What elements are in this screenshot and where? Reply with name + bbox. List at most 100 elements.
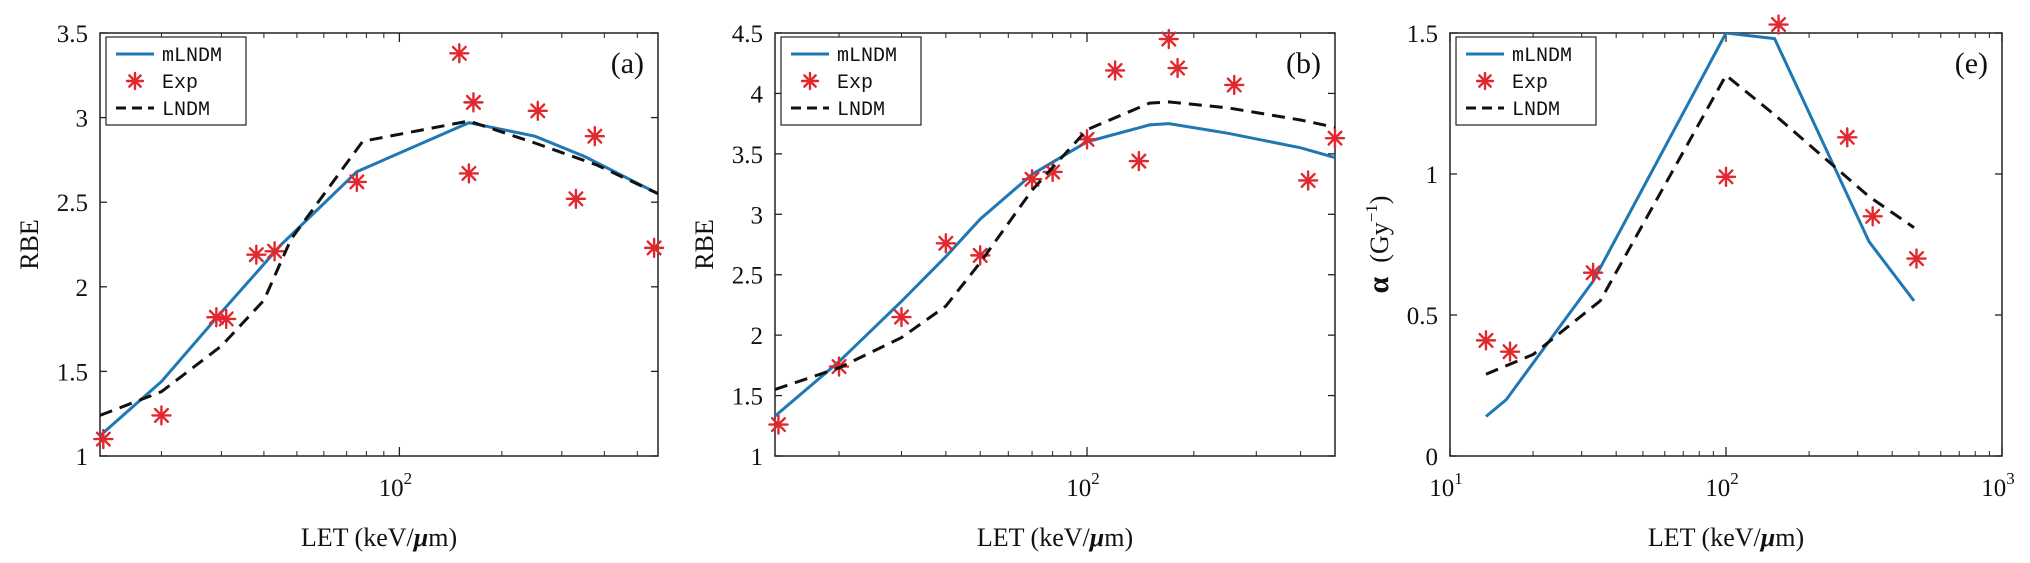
x-axis-label-mu: μ (412, 523, 428, 552)
exp-point (246, 244, 267, 265)
lndm-line (1485, 73, 1915, 376)
legend: mLNDM Exp LNDM (105, 36, 247, 126)
y-tick-label: 1.5 (732, 384, 763, 411)
legend: mLNDM Exp LNDM (780, 36, 922, 126)
mlndm-line (775, 122, 1335, 418)
exp-point (1837, 127, 1858, 148)
x-axis-label-text: LET (keV/ (977, 523, 1091, 552)
legend-label: mLNDM (1512, 45, 1572, 68)
x-axis-label-mu: μ (1759, 523, 1775, 552)
axes-box (774, 32, 1336, 457)
legend-swatch-exp (800, 71, 820, 91)
exp-point (1158, 28, 1179, 50)
legend: mLNDM Exp LNDM (1455, 36, 1597, 126)
x-axis-label-mu: μ (1088, 523, 1104, 552)
y-axis-label-unit: (Gy (1365, 222, 1394, 262)
exp-markers (93, 43, 665, 450)
exp-point (151, 405, 172, 426)
y-tick-label: 1 (1426, 162, 1439, 189)
x-axis-label-unit: m) (428, 523, 457, 552)
exp-point (584, 126, 606, 147)
y-tick-label: 3 (76, 106, 89, 133)
exp-point (970, 245, 991, 266)
exp-point (1862, 206, 1883, 227)
legend-label: Exp (837, 72, 873, 95)
exp-point (1224, 74, 1245, 96)
y-tick-label: 2 (76, 275, 89, 302)
x-axis-label-unit: m) (1775, 523, 1804, 552)
y-axis-label: RBE (15, 219, 44, 270)
y-tick-label: 2 (751, 323, 764, 350)
y-tick-label: 3.5 (732, 142, 763, 169)
exp-point (565, 188, 587, 210)
legend-label: mLNDM (162, 45, 222, 68)
y-tick-label: 2.5 (732, 263, 763, 290)
exp-point (1768, 14, 1789, 35)
legend-label: LNDM (837, 99, 885, 122)
x-tick-label: 102 (1066, 469, 1100, 502)
x-tick-exponent: 2 (1730, 469, 1739, 488)
legend-label: mLNDM (837, 45, 897, 68)
exp-point (1104, 60, 1126, 81)
x-tick-exponent: 2 (404, 469, 413, 488)
y-tick-label: 0.5 (1407, 303, 1438, 330)
y-tick-label: 1.5 (1407, 21, 1438, 48)
exp-point (1475, 330, 1497, 351)
exp-point (643, 237, 665, 259)
y-tick-label: 4 (751, 81, 764, 108)
exp-point (768, 414, 789, 435)
x-axis-label-text: LET (keV/ (1648, 523, 1762, 552)
mlndm-line (1485, 33, 1916, 418)
legend-label: Exp (1512, 72, 1548, 95)
legend-label: LNDM (162, 99, 210, 122)
x-tick-label: 102 (379, 469, 413, 502)
panel-tag: (a) (611, 47, 644, 80)
exp-point (1582, 262, 1604, 283)
exp-point (93, 428, 114, 450)
y-tick-label: 3.5 (57, 21, 88, 48)
y-axis-label-exponent: −1 (1362, 204, 1381, 222)
panel-tag: (e) (1955, 47, 1988, 80)
exp-point (264, 241, 285, 262)
exp-point (1324, 127, 1346, 149)
x-tick-base: 10 (1705, 475, 1730, 502)
exp-point (1167, 57, 1188, 79)
exp-point (463, 92, 484, 113)
mlndm-line (100, 121, 658, 437)
exp-point (346, 171, 368, 193)
x-axis-label: LET (keV/μm) (301, 523, 457, 552)
exp-point (1715, 166, 1737, 188)
x-tick-exponent: 3 (2006, 469, 2015, 488)
exp-point (891, 306, 912, 328)
x-axis-label-text: LET (keV/ (301, 523, 415, 552)
x-tick-base: 10 (379, 475, 404, 502)
y-tick-label: 0 (1426, 444, 1439, 471)
exp-point (1297, 170, 1319, 191)
y-tick-label: 1 (751, 444, 764, 471)
y-tick-label: 3 (751, 202, 764, 229)
y-axis-label: α (Gy−1) (1362, 196, 1395, 294)
x-tick-base: 10 (1429, 475, 1454, 502)
x-axis-label-unit: m) (1104, 523, 1133, 552)
y-axis-label-alpha: α (1362, 276, 1395, 293)
x-axis-label: LET (keV/μm) (1648, 523, 1804, 552)
x-axis-label: LET (keV/μm) (977, 523, 1133, 552)
exp-markers (1475, 14, 1927, 362)
lndm-line (100, 119, 658, 417)
exp-point (935, 233, 957, 254)
exp-point (458, 163, 480, 184)
exp-point (1906, 248, 1927, 269)
exp-point (1128, 150, 1150, 172)
y-tick-label: 2.5 (57, 190, 88, 217)
x-tick-label: 102 (1705, 469, 1739, 502)
x-tick-exponent: 2 (1091, 469, 1100, 488)
y-tick-label: 1 (76, 444, 89, 471)
exp-point (1076, 129, 1098, 150)
panel-tag: (b) (1286, 47, 1321, 80)
exp-point (1499, 341, 1521, 362)
y-tick-label: 4.5 (732, 21, 763, 48)
y-axis-label-close: ) (1365, 196, 1394, 205)
y-tick-label: 1.5 (57, 359, 88, 386)
